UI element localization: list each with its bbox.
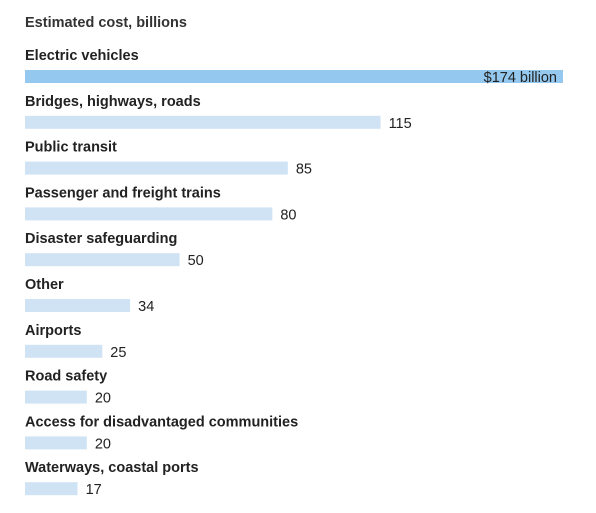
value-label: 50 [188,253,204,269]
bar [25,299,131,312]
value-label: 80 [280,207,296,223]
category-label: Road safety [25,369,107,385]
bar [25,253,180,267]
chart-title: Estimated cost, billions [25,15,187,31]
value-label: 20 [95,436,111,452]
category-label: Bridges, highways, roads [25,94,201,110]
value-label: 20 [95,391,111,407]
value-label: 115 [389,116,412,132]
bar [25,161,288,175]
bar [25,436,87,450]
bar [25,207,273,221]
category-label: Waterways, coastal ports [25,460,199,476]
category-label: Electric vehicles [25,48,139,64]
bar [25,70,563,83]
value-label: 17 [86,482,102,498]
category-label: Access for disadvantaged communities [25,414,298,430]
value-label: 25 [110,345,126,361]
bar [25,115,381,129]
value-label: $174 billion [484,70,557,86]
bar [25,344,103,358]
bar [25,390,87,404]
value-label: 34 [138,299,154,315]
bar [25,482,78,496]
category-label: Airports [25,323,81,339]
category-label: Public transit [25,140,117,156]
category-label: Other [25,277,64,293]
value-label: 85 [296,162,312,178]
category-label: Passenger and freight trains [25,185,221,201]
category-label: Disaster safeguarding [25,231,177,247]
